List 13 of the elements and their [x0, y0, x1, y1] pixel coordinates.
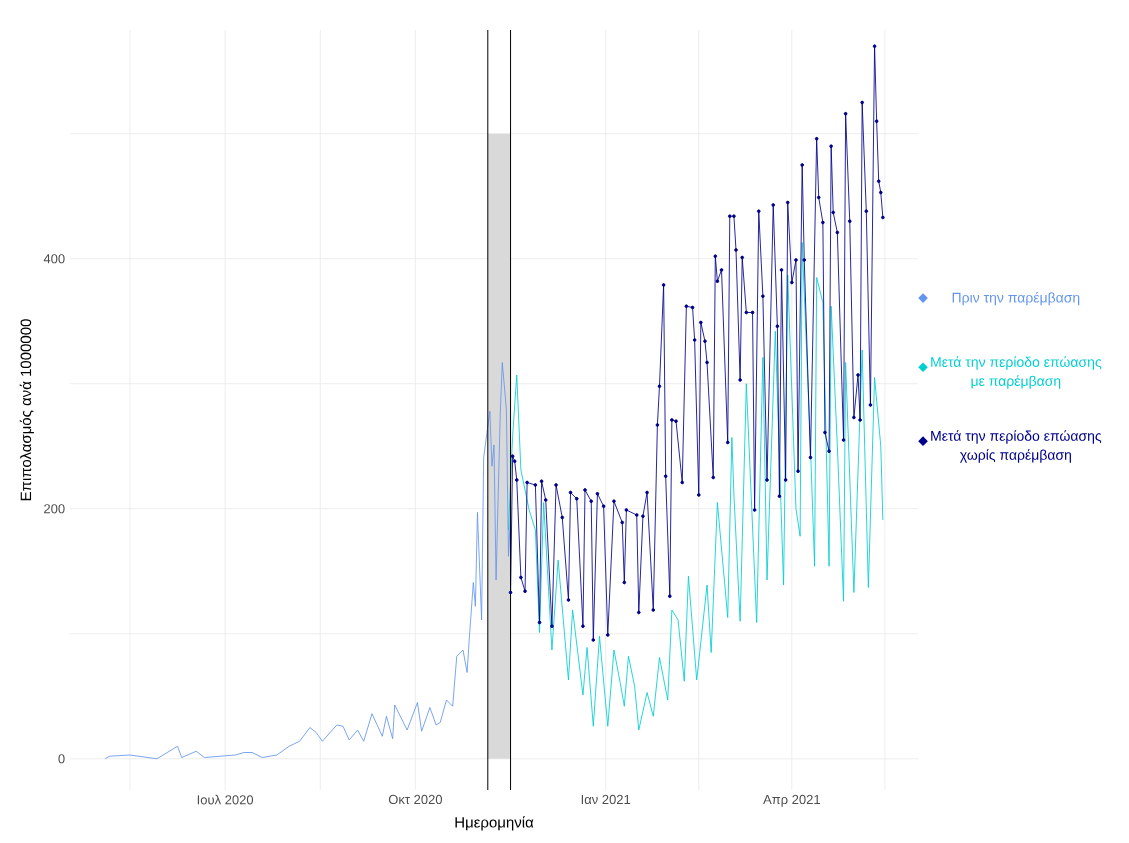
- x-axis-title: Ημερομηνία: [455, 816, 534, 831]
- x-tick-label: Ιουλ 2020: [197, 794, 254, 805]
- x-tick-label: Οκτ 2020: [388, 794, 443, 805]
- legend-label: Πριν την παρέμβαση: [952, 291, 1080, 306]
- x-tick-label: Απρ 2021: [763, 794, 820, 807]
- y-tick-label: 400: [43, 254, 65, 264]
- legend-label: Μετά την περίοδο επώασης χωρίς παρέμβαση: [931, 430, 1102, 463]
- y-axis-title: Επιπολασμός ανά 1000000: [19, 319, 34, 501]
- line-series: [104, 362, 511, 760]
- y-tick-label: 0: [58, 754, 65, 764]
- legend-label: Μετά την περίοδο επώασης με παρέμβαση: [931, 356, 1102, 389]
- y-tick-label: 200: [44, 504, 65, 514]
- x-tick-label: Ιαν 2021: [581, 794, 631, 805]
